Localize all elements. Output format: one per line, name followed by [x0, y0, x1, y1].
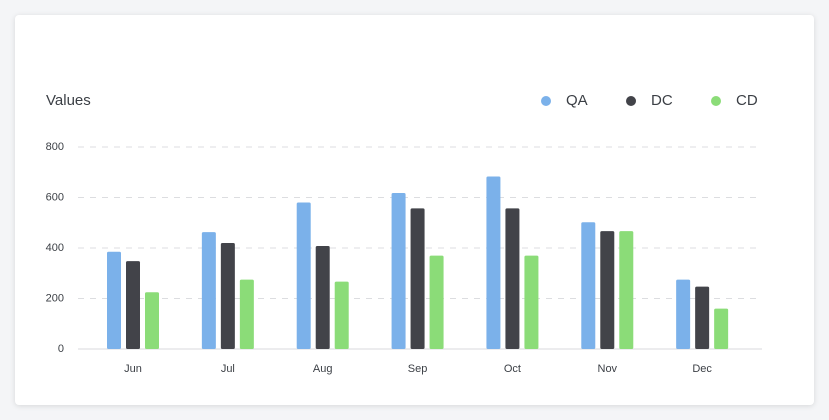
x-tick-label: Aug: [313, 363, 333, 375]
bar-qa-jun: [107, 251, 121, 349]
bar-qa-jul: [201, 232, 216, 349]
bar-qa-aug: [296, 202, 311, 349]
legend-item-qa[interactable]: QA: [541, 92, 588, 109]
legend-dot-qa: [541, 95, 551, 106]
legend-dot-cd: [711, 95, 721, 106]
bar-dc-aug: [315, 245, 330, 349]
x-tick-label: Nov: [598, 363, 618, 375]
bar-dc-sep: [410, 208, 425, 349]
bar-cd-nov: [619, 231, 634, 349]
bar-cd-dec: [714, 308, 729, 349]
legend-label-dc: DC: [651, 92, 673, 109]
bar-cd-jun: [145, 292, 159, 349]
bar-dc-dec: [695, 286, 710, 349]
bar-cd-aug: [334, 281, 349, 349]
legend-dot-dc: [626, 95, 636, 106]
legend-label-cd: CD: [736, 92, 758, 109]
bar-cd-sep: [429, 255, 444, 349]
bar-dc-nov: [600, 231, 615, 349]
chart-title: Values: [46, 92, 91, 109]
x-tick-label: Oct: [504, 363, 521, 375]
y-tick-label: 0: [58, 343, 64, 355]
bar-qa-dec: [676, 279, 691, 349]
y-tick-label: 800: [46, 141, 64, 153]
bar-cd-jul: [239, 279, 254, 349]
x-tick-label: Jul: [221, 363, 235, 375]
legend-item-cd[interactable]: CD: [711, 92, 758, 109]
x-tick-label: Sep: [408, 363, 428, 375]
bar-cd-oct: [524, 255, 539, 349]
legend-label-qa: QA: [566, 92, 588, 109]
bar-qa-sep: [391, 192, 406, 349]
x-tick-label: Dec: [692, 363, 712, 375]
bar-qa-nov: [581, 222, 596, 349]
y-tick-label: 600: [46, 192, 64, 204]
bar-qa-oct: [486, 176, 501, 349]
bar-dc-jun: [126, 261, 140, 349]
legend-item-dc[interactable]: DC: [626, 92, 673, 109]
y-tick-label: 200: [46, 293, 64, 305]
bar-dc-oct: [505, 208, 520, 349]
bar-dc-jul: [220, 242, 235, 349]
y-tick-label: 400: [46, 242, 64, 254]
x-tick-label: Jun: [124, 363, 142, 375]
